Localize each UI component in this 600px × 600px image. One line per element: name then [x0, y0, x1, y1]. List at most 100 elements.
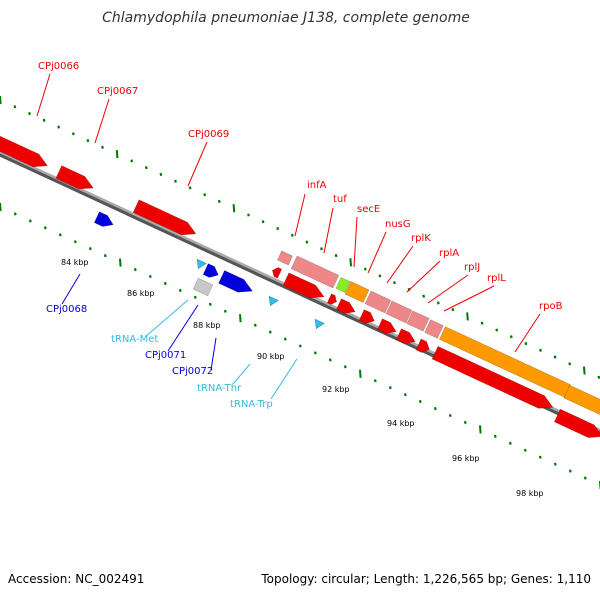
upper-tick-mark — [320, 247, 323, 251]
lower-tick-mark — [119, 258, 122, 267]
map-title: Chlamydophila pneumoniae J138, complete … — [102, 10, 470, 26]
upper-tick-mark — [583, 366, 586, 375]
gene-label-nusg: nusG — [385, 219, 411, 230]
callout-line-trna-trp — [270, 358, 298, 400]
gene-arrow-cpj0069 — [132, 199, 197, 236]
lower-tick-mark — [283, 337, 287, 341]
upper-tick-mark — [57, 125, 61, 129]
scale-label: 86 kbp — [127, 289, 155, 298]
callout-line-rpll — [443, 285, 495, 312]
gene-arrow-rpla — [385, 300, 413, 324]
gene-label-rpla: rplA — [439, 248, 459, 259]
lower-tick-mark — [28, 219, 32, 223]
gene-arrow-rpll — [424, 319, 444, 339]
trna-marker-met — [196, 258, 207, 270]
upper-tick-mark — [203, 193, 207, 197]
upper-tick-mark — [495, 328, 499, 332]
upper-tick-mark — [217, 199, 221, 204]
callout-line-sece — [353, 216, 358, 268]
callout-line-cpj0066 — [36, 73, 51, 117]
upper-tick-mark — [130, 159, 134, 163]
lower-tick-mark — [388, 386, 392, 390]
upper-tick-mark — [378, 274, 382, 278]
lower-tick-mark — [178, 288, 182, 292]
scale-label: 90 kbp — [257, 352, 285, 361]
upper-tick-mark — [553, 355, 557, 359]
lower-tick-mark — [359, 369, 362, 378]
upper-tick-mark — [13, 105, 17, 109]
lower-tick-mark — [268, 330, 272, 334]
gene-label-cpj0067: CPj0067 — [97, 86, 138, 97]
lower-tick-mark — [403, 393, 407, 397]
upper-tick-mark — [334, 254, 338, 258]
lower-tick-track — [0, 202, 600, 490]
gene-callouts: CPj0066 CPj0067 CPj0068 CPj0069 tRNA-Met CPj0… — [36, 61, 563, 410]
gene-label-cpj0071: CPj0071 — [145, 350, 186, 361]
upper-tick-mark — [159, 172, 163, 176]
gene-label-infa: infA — [307, 180, 327, 191]
upper-tick-mark — [393, 281, 396, 285]
lower-tick-mark — [208, 302, 212, 306]
upper-tick-mark — [436, 301, 440, 305]
gene-arrow-red-h — [431, 345, 554, 409]
callout-line-cpj0071 — [167, 304, 199, 352]
upper-tick-mark — [232, 204, 236, 213]
lower-tick-mark — [13, 212, 17, 216]
lower-tick-mark — [553, 462, 557, 466]
callout-line-trna-thr — [232, 363, 251, 385]
scale-label: 92 kbp — [322, 385, 350, 394]
gene-arrow-red-c — [335, 298, 356, 314]
upper-tick-mark — [28, 111, 31, 116]
upper-tick-mark — [42, 118, 46, 122]
gene-arrow-cpj0068 — [93, 211, 114, 227]
upper-tick-mark — [71, 132, 75, 136]
gene-label-cpj0066: CPj0066 — [38, 61, 79, 72]
upper-tick-mark — [422, 294, 426, 298]
gene-label-trna-trp: tRNA-Trp — [230, 399, 273, 410]
lower-tick-mark — [463, 420, 467, 424]
callout-line-cpj0068 — [61, 273, 81, 305]
upper-tick-mark — [0, 95, 2, 105]
lower-tick-mark — [43, 226, 47, 230]
lower-tick-mark — [328, 358, 332, 362]
scale-label: 88 kbp — [193, 321, 221, 330]
callout-line-nusg — [367, 231, 387, 274]
gene-label-rpll: rplL — [487, 273, 506, 284]
scale-labels: 84 kbp 86 kbp 88 kbp 90 kbp 92 kbp 94 kbp 96 k… — [61, 258, 544, 498]
lower-tick-mark — [239, 314, 242, 323]
lower-tick-mark — [448, 413, 452, 418]
upper-tick-mark — [115, 150, 119, 159]
lower-tick-mark — [133, 268, 137, 272]
lower-tick-mark — [493, 434, 497, 438]
scale-label: 94 kbp — [387, 419, 415, 428]
callout-line-rpla — [406, 260, 441, 293]
callout-line-infa — [294, 193, 306, 237]
trna-marker-trp — [314, 318, 325, 330]
lower-tick-mark — [343, 365, 347, 369]
lower-tick-mark — [583, 476, 587, 480]
topology-text: Topology: circular; Length: 1,226,565 bp… — [261, 572, 591, 586]
gene-label-cpj0069: CPj0069 — [188, 129, 229, 140]
gene-arrow-red-e — [376, 318, 397, 334]
lower-tick-mark — [58, 233, 62, 237]
gene-arrow-rpob-part2 — [563, 384, 600, 416]
gene-label-cpj0072: CPj0072 — [172, 366, 213, 377]
gene-arrow-cpj0067 — [55, 165, 94, 190]
lower-tick-mark — [479, 425, 482, 434]
upper-tick-mark — [524, 341, 528, 346]
upper-tick-mark — [568, 362, 572, 366]
gene-arrow-tuf — [290, 255, 340, 289]
gene-arrow-rplj — [406, 310, 430, 332]
lower-tick-mark — [223, 309, 227, 313]
gene-arrow-red-b — [326, 293, 337, 305]
callout-line-cpj0067 — [94, 98, 110, 144]
gene-label-trna-thr: tRNA-Thr — [197, 383, 242, 394]
upper-tick-mark — [101, 145, 104, 149]
gene-arrow-red-g — [415, 338, 430, 353]
upper-tick-mark — [349, 258, 352, 267]
gene-arrow-red-small — [272, 267, 283, 279]
accession-text: Accession: NC_002491 — [8, 572, 145, 586]
lower-tick-mark — [523, 448, 527, 452]
upper-tick-mark — [480, 321, 484, 325]
